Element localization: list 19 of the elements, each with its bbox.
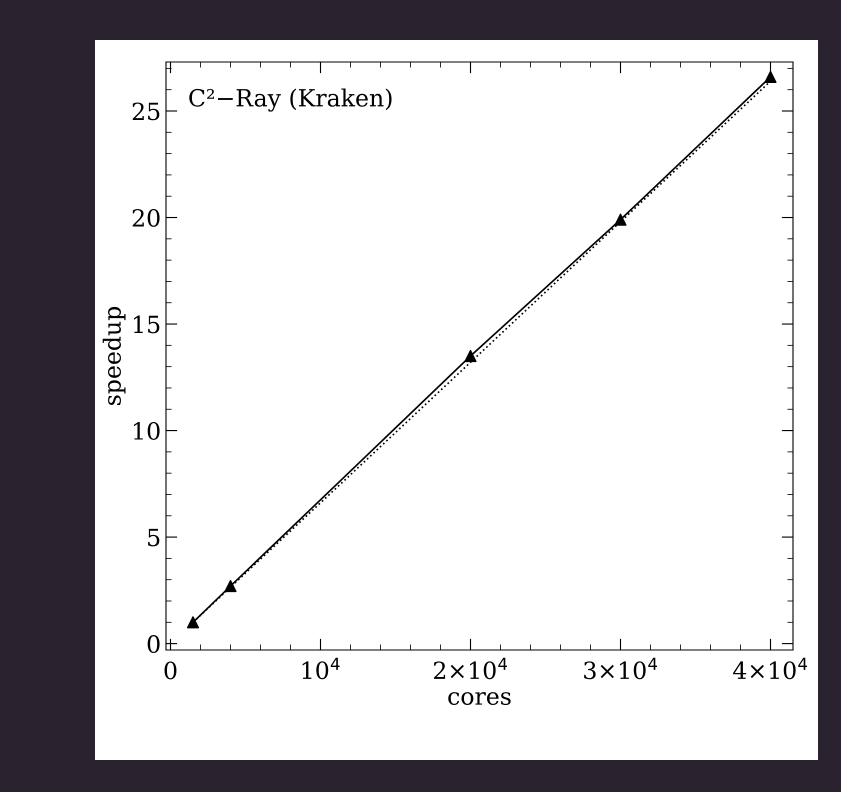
y-tick-label: 25 [132,102,160,120]
x-tick-label: 4×10$^{4}$ [733,658,808,680]
point [186,616,200,628]
y-tick-label: 20 [132,208,160,227]
x-tick-label: 0 [164,662,176,680]
point [224,580,237,592]
y-tick-label: 5 [148,528,160,546]
x-tick-label: 2×10$^{4}$ [434,658,508,680]
point [614,214,627,226]
point [764,70,777,83]
y-axis-title: speedup [102,306,126,405]
x-tick-label: 10$^{4}$ [302,658,340,680]
y-tick-label: 15 [134,315,160,334]
x-axis-title: cores [448,692,511,706]
y-tick-label: 10 [134,422,160,440]
x-tick-label: 3×10$^{4}$ [584,658,658,680]
annotation: C²−Ray (Kraken) [189,88,392,112]
y-tick-label: 0 [148,635,160,653]
point [464,350,477,362]
